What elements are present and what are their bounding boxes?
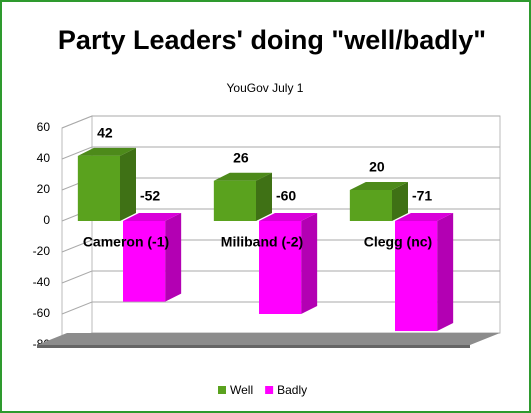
data-label: -71 bbox=[412, 188, 432, 204]
bar-top bbox=[123, 213, 182, 221]
floor bbox=[37, 333, 500, 345]
grid-line bbox=[61, 239, 500, 253]
bar-side bbox=[301, 213, 318, 314]
bar bbox=[213, 180, 256, 221]
bar bbox=[395, 221, 438, 332]
bar bbox=[77, 155, 120, 221]
data-label: -52 bbox=[140, 188, 160, 204]
legend-swatch bbox=[218, 386, 226, 394]
y-tick-label: -20 bbox=[33, 244, 51, 258]
bar-side bbox=[437, 213, 454, 332]
bar-side bbox=[256, 172, 272, 221]
grid-line bbox=[61, 301, 500, 315]
x-tick-label: Cameron (-1) bbox=[83, 234, 169, 250]
data-label: -60 bbox=[276, 188, 296, 204]
bar-side bbox=[165, 213, 182, 302]
bar-top bbox=[349, 182, 408, 190]
bar-top bbox=[395, 213, 454, 221]
legend-swatch bbox=[265, 386, 274, 394]
y-tick-label: -40 bbox=[33, 275, 51, 289]
data-label: 20 bbox=[369, 159, 385, 175]
grid-line bbox=[61, 115, 500, 129]
y-tick-label: 60 bbox=[37, 120, 51, 134]
data-label: 26 bbox=[233, 149, 249, 165]
y-tick-label: -60 bbox=[33, 306, 51, 320]
bar bbox=[259, 221, 302, 314]
bar bbox=[123, 221, 166, 302]
bar-side bbox=[120, 147, 136, 221]
bar bbox=[349, 190, 392, 221]
x-tick-label: Clegg (nc) bbox=[364, 234, 432, 250]
bar-top bbox=[77, 147, 136, 156]
x-tick-label: Miliband (-2) bbox=[221, 234, 303, 250]
grid-line bbox=[61, 270, 500, 284]
data-label: 42 bbox=[97, 125, 113, 141]
chart-title: Party Leaders' doing "well/badly" bbox=[58, 25, 486, 55]
floor-edge bbox=[37, 345, 470, 348]
grid-line bbox=[61, 146, 500, 160]
legend-label: Well bbox=[230, 383, 253, 397]
bar-top bbox=[213, 172, 272, 181]
legend-label: Badly bbox=[277, 383, 307, 397]
y-tick-label: 20 bbox=[37, 182, 51, 196]
side-wall bbox=[61, 115, 93, 346]
chart-subtitle: YouGov July 1 bbox=[227, 81, 304, 95]
y-tick-label: 40 bbox=[37, 151, 51, 165]
bar-top bbox=[259, 213, 318, 221]
y-tick-label: 0 bbox=[43, 213, 50, 227]
bar-side bbox=[392, 182, 408, 221]
